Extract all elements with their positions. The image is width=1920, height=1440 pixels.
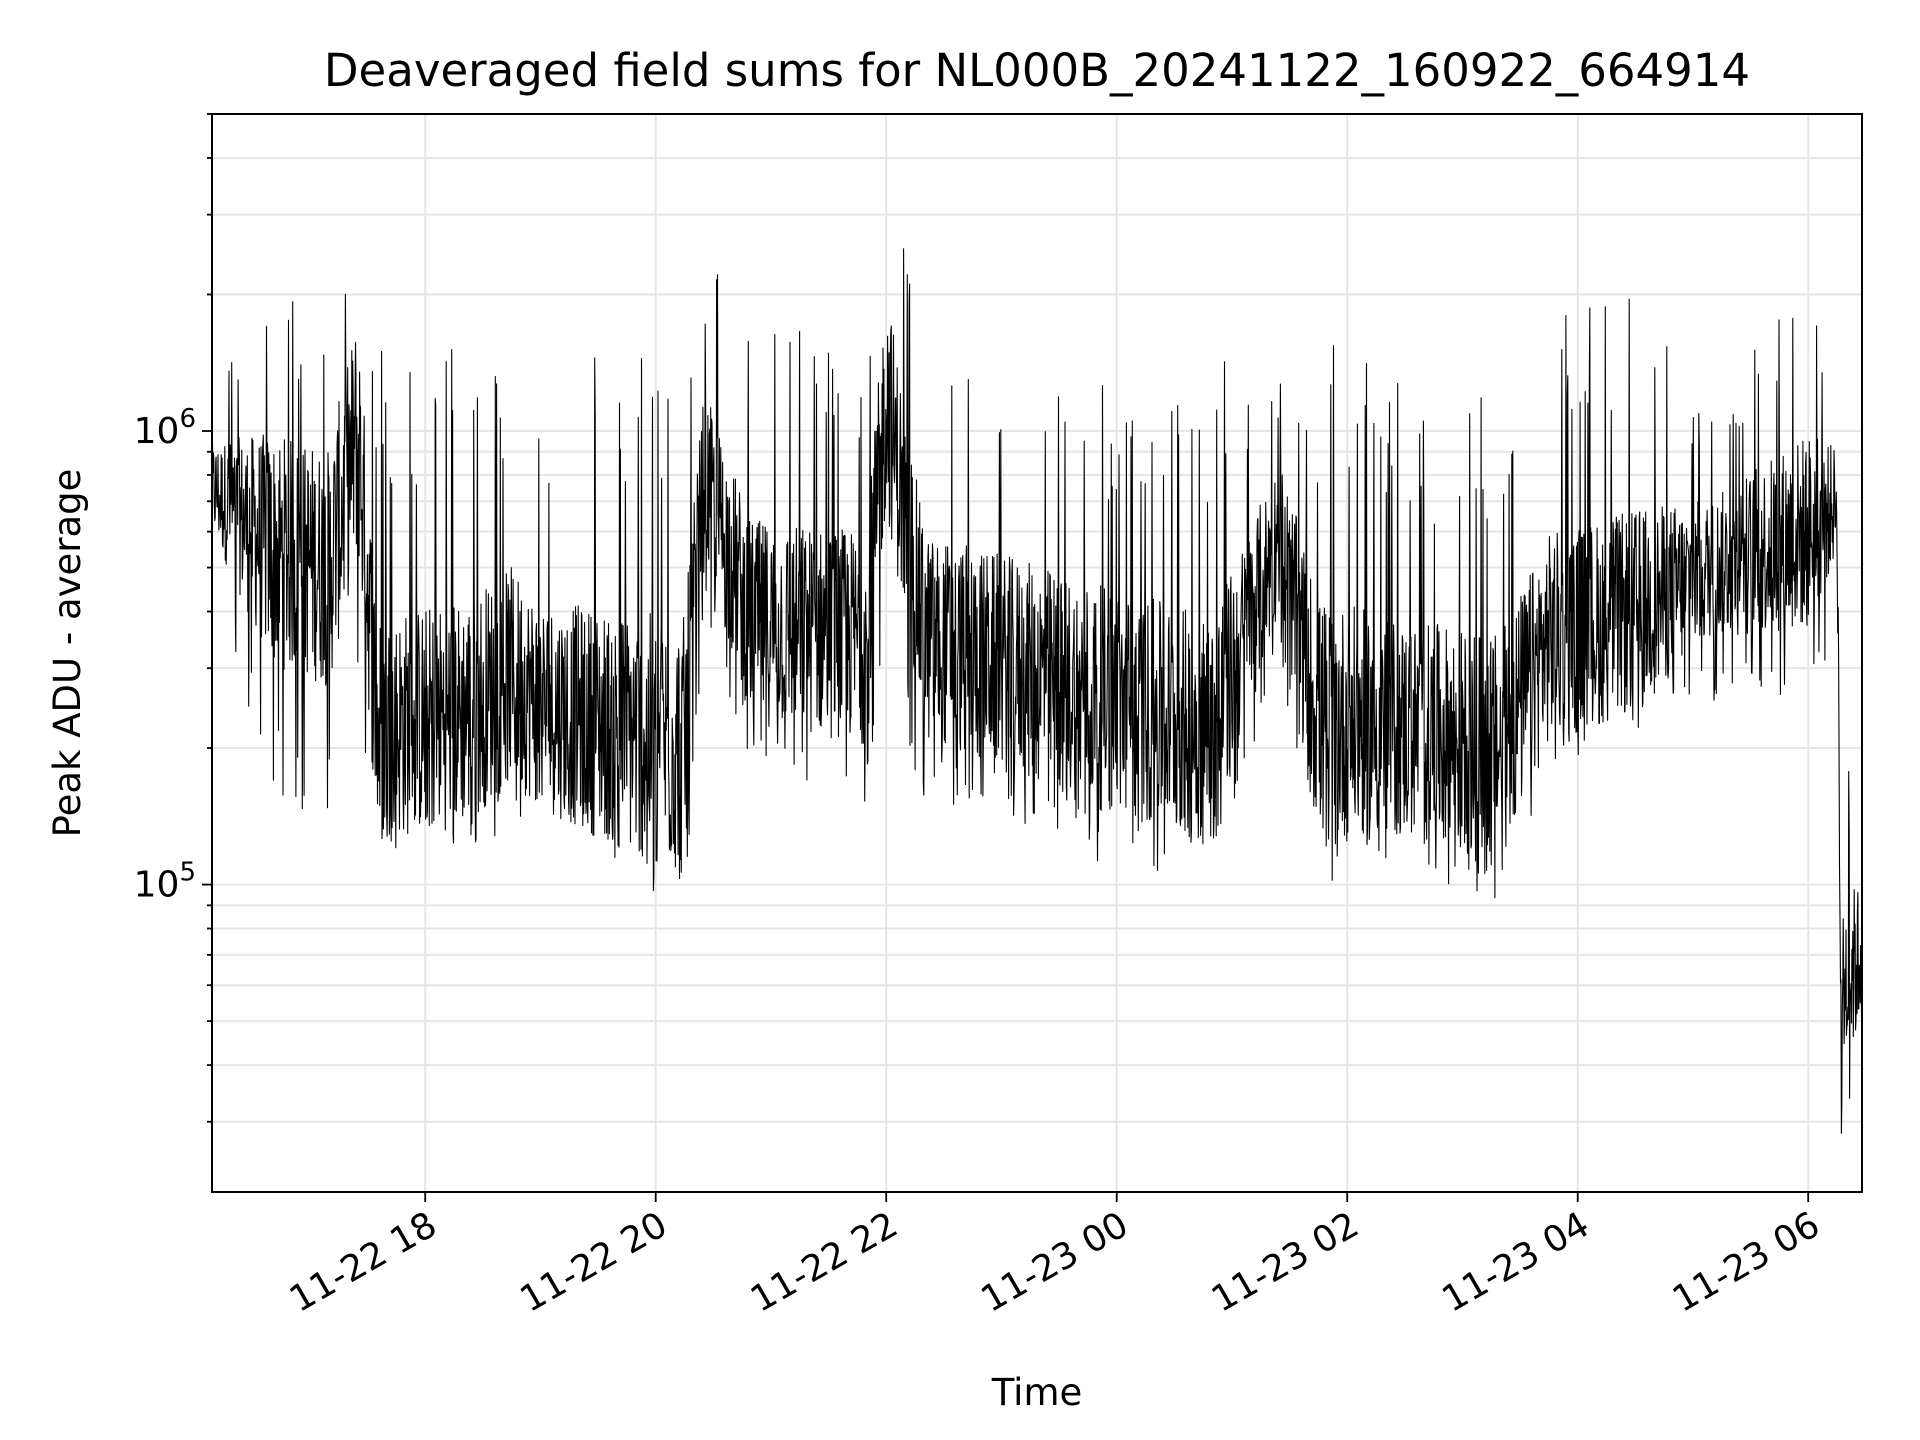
series-path bbox=[211, 248, 1863, 1134]
y-axis-label: Peak ADU - average bbox=[46, 469, 89, 838]
x-axis-label: Time bbox=[991, 1371, 1083, 1414]
y-tick-label: 106 bbox=[134, 404, 196, 452]
y-tick-label: 105 bbox=[134, 858, 196, 906]
series-line bbox=[211, 248, 1863, 1134]
chart-title: Deaveraged field sums for NL000B_2024112… bbox=[324, 44, 1750, 97]
y-axis: 105 106 bbox=[134, 113, 212, 1123]
plot-frame bbox=[211, 113, 1863, 1193]
